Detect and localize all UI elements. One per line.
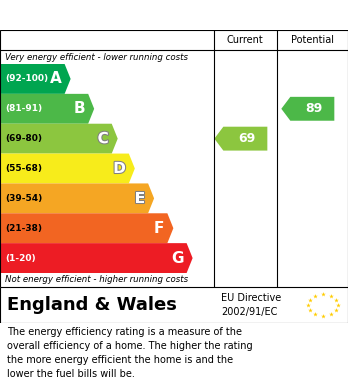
Text: Very energy efficient - lower running costs: Very energy efficient - lower running co… — [5, 52, 188, 61]
Text: A: A — [50, 72, 62, 86]
Polygon shape — [281, 97, 334, 121]
Text: EU Directive
2002/91/EC: EU Directive 2002/91/EC — [221, 293, 281, 317]
Text: C: C — [97, 131, 109, 146]
Text: Potential: Potential — [291, 35, 334, 45]
Text: (69-80): (69-80) — [5, 134, 42, 143]
Text: 89: 89 — [306, 102, 323, 115]
Text: 69: 69 — [239, 132, 256, 145]
Polygon shape — [0, 124, 118, 154]
Text: England & Wales: England & Wales — [7, 296, 177, 314]
Text: The energy efficiency rating is a measure of the
overall efficiency of a home. T: The energy efficiency rating is a measur… — [7, 327, 253, 379]
Text: (39-54): (39-54) — [5, 194, 42, 203]
Polygon shape — [0, 243, 193, 273]
Text: (81-91): (81-91) — [5, 104, 42, 113]
Polygon shape — [0, 183, 154, 213]
Text: D: D — [113, 161, 126, 176]
Polygon shape — [0, 94, 94, 124]
Text: (21-38): (21-38) — [5, 224, 42, 233]
Polygon shape — [0, 213, 173, 243]
Polygon shape — [0, 64, 71, 94]
Text: (1-20): (1-20) — [5, 254, 35, 263]
Text: G: G — [171, 251, 184, 265]
Text: (55-68): (55-68) — [5, 164, 42, 173]
Text: (92-100): (92-100) — [5, 74, 48, 83]
Text: Current: Current — [227, 35, 264, 45]
Text: Not energy efficient - higher running costs: Not energy efficient - higher running co… — [5, 276, 188, 285]
Text: F: F — [154, 221, 164, 236]
Text: Energy Efficiency Rating: Energy Efficiency Rating — [8, 7, 209, 23]
Polygon shape — [0, 154, 135, 183]
Polygon shape — [214, 127, 267, 151]
Text: E: E — [135, 191, 145, 206]
Text: B: B — [73, 101, 85, 116]
